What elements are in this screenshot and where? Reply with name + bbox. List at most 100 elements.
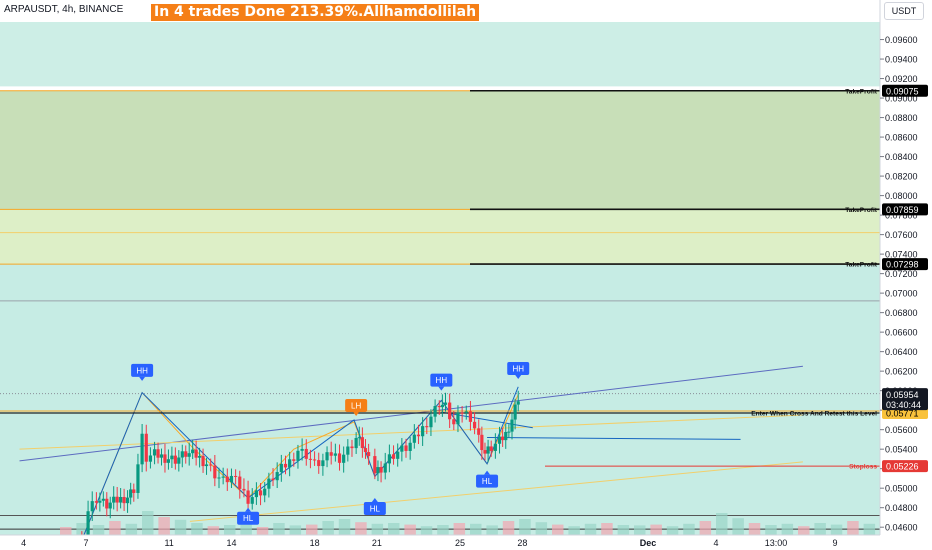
candle-body [437,406,441,408]
candle-body [108,502,112,509]
title-banner: In 4 trades Done 213.39%.Allhamdollilah [150,3,481,22]
candle-body [408,442,412,451]
stoploss-price-tag [882,460,928,473]
candle-body [510,419,514,432]
candle-body [258,490,263,496]
candles [80,390,520,550]
pivot-label-box [131,363,154,377]
candle-body [317,460,321,467]
candle-body [140,433,144,465]
x-tick-label: 14 [226,538,236,548]
volume-bar [125,523,138,535]
volume-bar [863,523,876,535]
candle-body [267,478,271,489]
pivot-label-tip [438,386,445,391]
entry-price-text: 0.05771 [886,408,919,418]
candle-body [440,404,444,408]
candle-body [383,463,387,473]
time-axis-bg [0,535,932,550]
volume-bar [470,523,482,535]
volume-bar [240,523,252,535]
volume-bar [568,526,580,535]
candle-body [201,456,205,467]
candle-body [242,488,246,491]
x-tick-label: 18 [310,538,320,548]
pivot-label-tip [515,374,522,379]
candle-body [119,496,123,503]
volume-bar [273,523,285,535]
pivot-label-tip [371,497,378,502]
y-tick-label: 0.07000 [885,288,918,298]
takeprofit-2-price-tag [882,203,928,216]
pivot-label-box [237,511,260,525]
takeprofit-1-price-text: 0.09075 [886,86,919,96]
candle-body [246,490,250,504]
candle-body [342,454,346,463]
candle-body [367,452,371,457]
candle-body [125,497,130,504]
volume-bar [634,525,646,535]
breakout-line [487,436,741,440]
volume-bar [666,526,679,535]
symbol-line: ARPAUSDT, 4h, BINANCE [4,4,124,15]
y-tick-label: 0.06200 [885,366,918,376]
y-tick-label: 0.09400 [885,54,918,64]
y-tick-label: 0.05600 [885,425,918,435]
y-tick-label: 0.07400 [885,249,918,259]
volume-bar [830,524,843,535]
pivot-label-text: HH [436,376,448,385]
candle-body [194,449,198,458]
volume-bar [601,523,613,535]
candle-body [483,450,487,454]
candle-body [105,498,109,509]
candle-body [350,446,354,449]
candle-body [144,433,148,462]
candle-body [94,501,98,503]
candle-body [152,449,157,456]
candle-body [321,460,325,467]
candle-body [271,478,275,481]
volume-bar [174,519,187,535]
pivot-label-text: HH [512,364,524,373]
currency-unit-button[interactable]: USDT [884,2,924,20]
zone-entry [0,264,880,535]
candle-body [191,449,195,454]
y-tick-label: 0.07600 [885,230,918,240]
candle-body [452,419,456,425]
takeprofit-2-price-text: 0.07859 [886,205,919,215]
volume-bar [76,523,88,535]
candle-body [156,449,160,458]
volume-bar [306,524,318,535]
pivot-label-tip [484,470,491,475]
candle-body [296,450,300,461]
volume-bar [584,523,597,535]
candle-body [507,431,511,433]
candle-body [346,446,350,455]
x-tick-label: 4 [713,538,718,548]
background-zones [0,22,880,535]
takeprofit-3-label: TakeProfit [845,262,878,269]
candle-body [254,490,258,498]
volume-bar [748,523,761,535]
volume-bar [716,513,728,535]
candle-body [180,451,184,458]
candle-body [387,454,391,464]
candle-body [486,446,490,454]
candle-body [132,489,136,493]
pivot-labels: HH HL LH HL HH HL HH [131,361,530,525]
candle-body [312,459,317,461]
candle-body [504,431,508,441]
candle-body [308,458,313,460]
candle-body [197,456,202,458]
volume-bar [699,521,712,535]
candle-body [209,464,213,466]
candle-body [396,451,400,459]
candle-body [225,476,229,483]
candle-body [213,465,217,479]
candle-body [300,448,304,451]
candle-body [497,436,502,444]
volume-bar [847,521,859,535]
candle-body [480,434,484,451]
candle-body [448,402,452,420]
